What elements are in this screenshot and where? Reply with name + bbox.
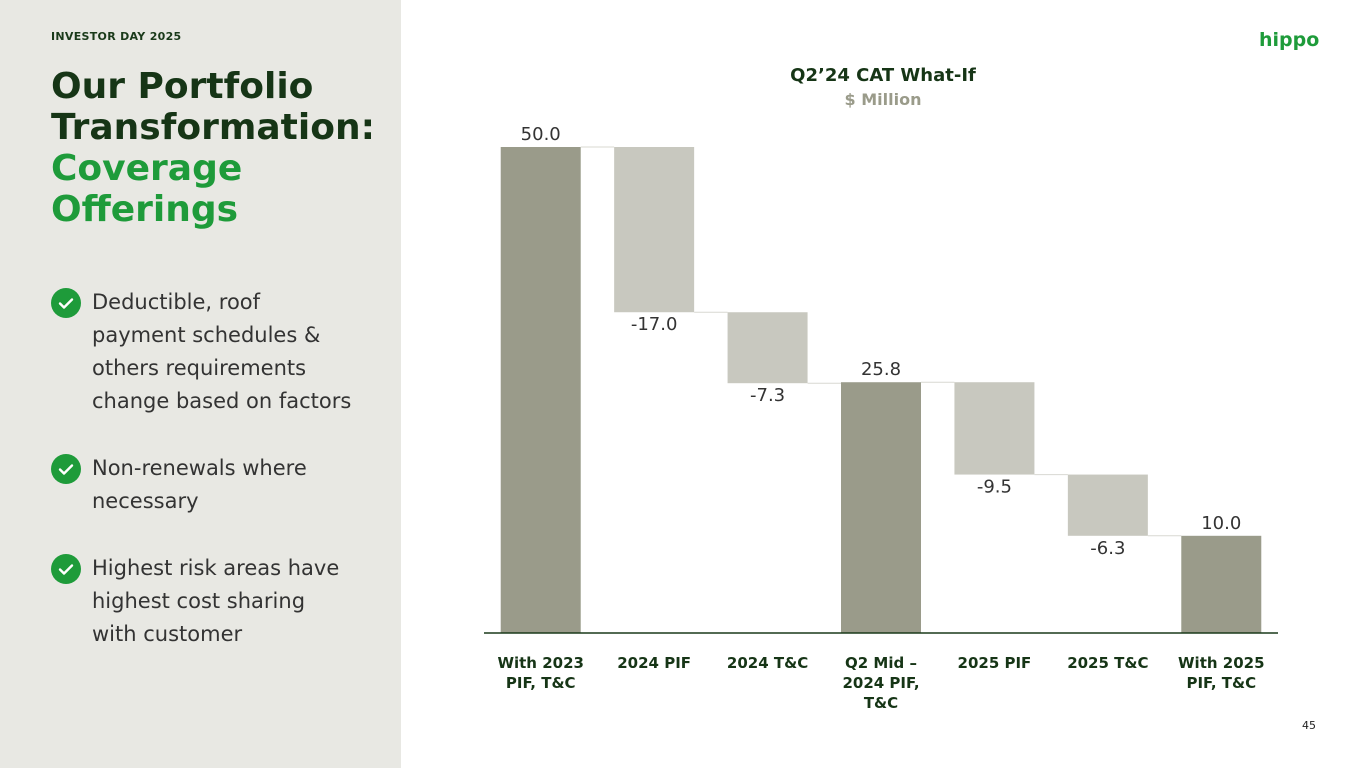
bar <box>500 147 581 633</box>
x-tick-label: 2025 T&C <box>1067 654 1149 672</box>
bullet-line: Non-renewals where <box>92 456 307 480</box>
check-icon <box>51 554 81 584</box>
bullet: Non-renewals where necessary <box>51 452 307 518</box>
bullet: Highest risk areas have highest cost shar… <box>51 552 339 651</box>
value-label: 10.0 <box>1201 513 1241 534</box>
bullet-text: Highest risk areas have highest cost shar… <box>92 552 339 651</box>
title-accent: Coverage Offerings <box>51 148 243 230</box>
bullet-line: Highest risk areas have <box>92 556 340 580</box>
check-icon <box>51 288 81 318</box>
bar <box>614 147 695 313</box>
x-tick-label: 2024 T&C <box>726 654 809 672</box>
bullet-line: highest cost sharing <box>92 589 306 613</box>
header: INVESTOR DAY 2025 <box>51 30 182 43</box>
x-tick-label: With 2023 PIF, T&C <box>497 654 584 692</box>
x-tick-label: With 2025 PIF, T&C <box>1178 654 1265 692</box>
value-label: 25.8 <box>861 359 901 380</box>
bullet: Deductible, roof payment schedules & other… <box>51 286 351 418</box>
bullet-line: change based on factors <box>92 389 352 413</box>
chart-title: Q2’24 CAT What-If <box>790 65 976 86</box>
bar <box>954 382 1035 475</box>
bar <box>841 382 921 633</box>
chart-subtitle: $ Million <box>844 90 922 109</box>
value-label: -6.3 <box>1090 538 1125 559</box>
value-label: 50.0 <box>521 124 561 145</box>
bullet-line: necessary <box>92 489 199 513</box>
bullet-line: others requirements <box>92 356 307 380</box>
page-number: 45 <box>1302 719 1316 732</box>
bar <box>727 312 808 384</box>
bar <box>1067 474 1148 536</box>
x-tick-label: 2025 PIF <box>957 654 1032 672</box>
value-label: -7.3 <box>750 385 785 406</box>
logo: hippo <box>1259 29 1320 51</box>
bullet-line: with customer <box>92 622 243 646</box>
x-tick-label: Q2 Mid – 2024 PIF, T&C <box>842 654 920 712</box>
bullet-text: Deductible, roof payment schedules & other… <box>92 286 351 418</box>
check-icon <box>51 454 81 484</box>
bullet-text: Non-renewals where necessary <box>92 452 307 518</box>
side-panel <box>0 0 401 768</box>
bullet-line: Deductible, roof <box>92 290 261 314</box>
value-label: -17.0 <box>631 314 678 335</box>
bar <box>1181 535 1262 633</box>
x-tick-label: 2024 PIF <box>617 654 692 672</box>
value-label: -9.5 <box>977 477 1012 498</box>
bullet-line: payment schedules & <box>92 323 321 347</box>
title: Our Portfolio Transformation: <box>51 66 375 148</box>
